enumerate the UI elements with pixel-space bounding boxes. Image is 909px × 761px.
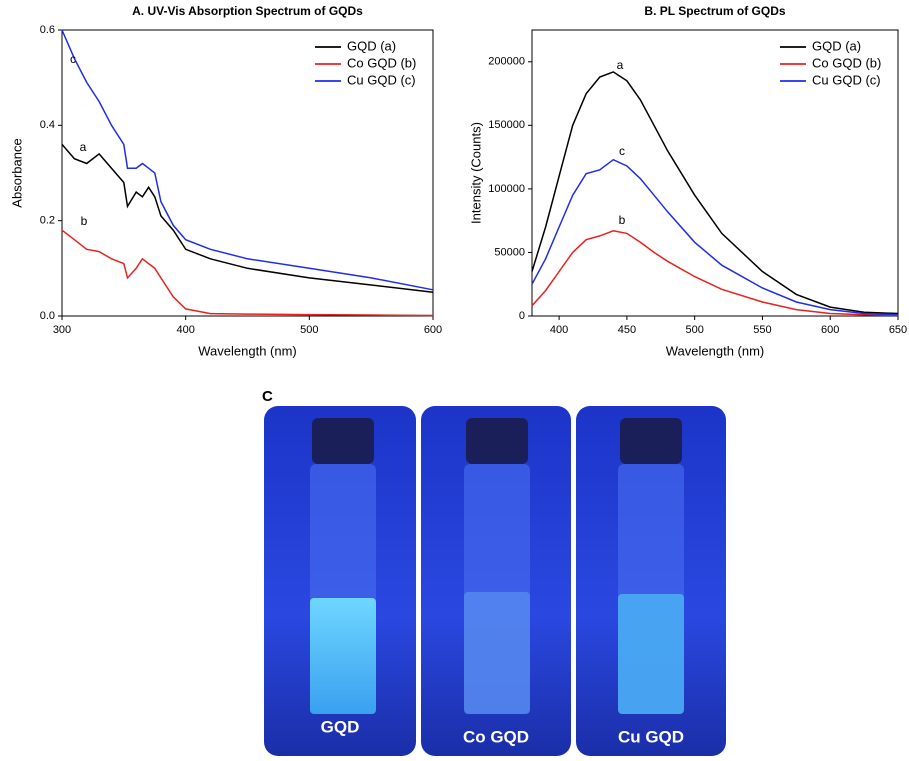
annotation: c xyxy=(619,144,625,158)
annotation: b xyxy=(619,213,626,227)
photo xyxy=(421,406,571,756)
x-tick-label: 400 xyxy=(550,324,568,336)
vial-label: Co GQD xyxy=(463,727,529,746)
legend-label: Co GQD (b) xyxy=(812,55,881,70)
annotation: b xyxy=(81,214,88,228)
x-tick-label: 300 xyxy=(53,324,71,336)
x-tick-label: 550 xyxy=(753,324,771,336)
y-tick-label: 200000 xyxy=(488,56,525,68)
data-line xyxy=(531,158,899,316)
plot-frame xyxy=(61,29,434,317)
y-tick-label: 0.2 xyxy=(40,215,55,227)
data-line xyxy=(531,71,899,315)
x-tick-label: 500 xyxy=(300,324,318,336)
x-tick-label: 600 xyxy=(424,324,442,336)
annotation: a xyxy=(617,58,624,72)
vial-label: Cu GQD xyxy=(618,727,684,746)
x-tick-label: 600 xyxy=(821,324,839,336)
x-tick-label: 400 xyxy=(176,324,194,336)
y-tick-label: 0.4 xyxy=(40,119,55,131)
data-line xyxy=(61,29,434,291)
vial-label: GQD xyxy=(321,717,360,736)
y-axis-label: Absorbance xyxy=(9,138,24,207)
y-tick-label: 0 xyxy=(519,310,525,322)
legend-label: GQD (a) xyxy=(347,38,396,53)
annotation: c xyxy=(70,52,76,66)
y-tick-label: 150000 xyxy=(488,119,525,131)
y-tick-label: 50000 xyxy=(494,246,525,258)
chart-title: A. UV-Vis Absorption Spectrum of GQDs xyxy=(132,4,363,18)
plot-frame xyxy=(531,29,899,317)
legend-label: Co GQD (b) xyxy=(347,55,416,70)
panel-label: C xyxy=(262,388,273,405)
data-line xyxy=(61,143,434,293)
chart: A. UV-Vis Absorption Spectrum of GQDs Wav… xyxy=(9,4,442,358)
y-tick-label: 100000 xyxy=(488,183,525,195)
photo xyxy=(264,406,416,756)
y-tick-label: 0.0 xyxy=(40,310,55,322)
legend-label: GQD (a) xyxy=(812,38,861,53)
legend-label: Cu GQD (c) xyxy=(812,72,881,87)
y-axis-label: Intensity (Counts) xyxy=(468,122,483,224)
x-axis-label: Wavelength (nm) xyxy=(666,343,765,358)
data-line xyxy=(531,230,899,317)
x-tick-label: 500 xyxy=(685,324,703,336)
x-tick-label: 650 xyxy=(889,324,907,336)
photo-panel: C GQD Co GQD Cu GQD xyxy=(262,388,726,756)
chart-title: B. PL Spectrum of GQDs xyxy=(644,4,785,18)
data-line xyxy=(61,229,434,317)
x-tick-label: 450 xyxy=(618,324,636,336)
legend-label: Cu GQD (c) xyxy=(347,72,416,87)
chart: B. PL Spectrum of GQDs Wavelength (nm) Int… xyxy=(468,4,907,358)
y-tick-label: 0.6 xyxy=(40,24,55,36)
x-axis-label: Wavelength (nm) xyxy=(198,343,297,358)
photo xyxy=(576,406,726,756)
annotation: a xyxy=(80,140,87,154)
